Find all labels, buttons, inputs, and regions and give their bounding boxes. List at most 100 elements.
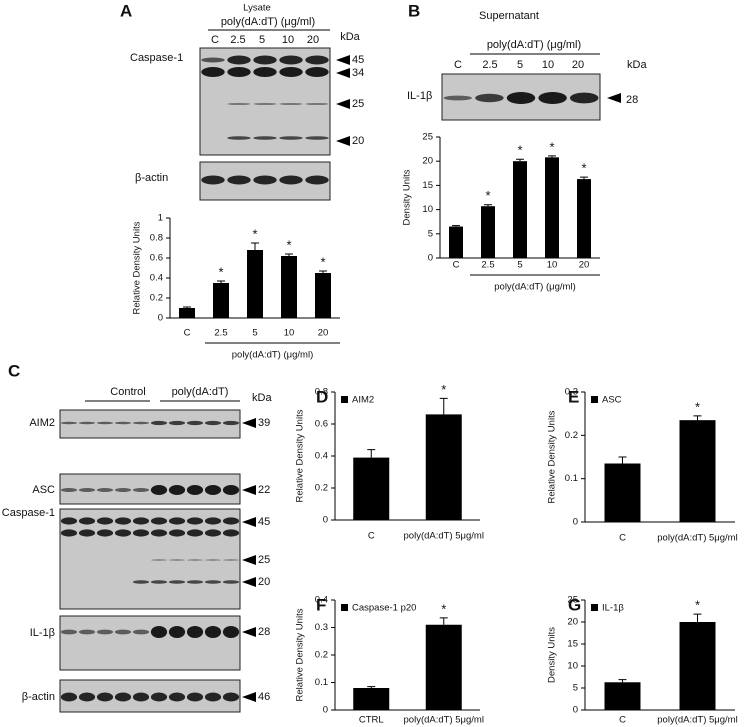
kda-marker: 20 (258, 576, 270, 588)
y-tick-label: 10 (567, 661, 578, 672)
x-axis-label: poly(dA:dT) (μg/ml) (494, 282, 576, 293)
band (186, 559, 204, 561)
band (60, 421, 78, 425)
bar (679, 420, 716, 522)
band (227, 55, 251, 65)
error-bar (452, 225, 460, 227)
band (305, 175, 329, 185)
lane-label: 2.5 (482, 59, 497, 71)
x-tick-label: 5 (517, 260, 522, 271)
band (227, 103, 251, 105)
band (60, 692, 78, 702)
band (114, 692, 132, 702)
band (168, 420, 186, 426)
error-bar (183, 306, 191, 308)
band (204, 692, 222, 702)
legend-swatch (341, 396, 348, 403)
band (78, 517, 96, 525)
row-label: Caspase-1 (130, 52, 183, 64)
significance: * (695, 399, 700, 414)
band (538, 92, 567, 104)
arrow (242, 627, 256, 637)
error-bar (439, 617, 448, 625)
band (114, 529, 132, 537)
y-tick-label: 0.3 (565, 387, 578, 398)
blot (59, 615, 241, 671)
kda-marker: 39 (258, 417, 270, 429)
label: poly(dA:dT) (μg/ml) (487, 39, 581, 51)
bar (481, 206, 495, 258)
y-tick-label: 0 (323, 705, 328, 716)
error-bar (693, 613, 702, 622)
band (96, 692, 114, 702)
label: Control (110, 386, 145, 398)
bar (315, 273, 331, 318)
label: kDa (340, 31, 360, 43)
y-axis-label: Density Units (547, 627, 558, 683)
y-tick-label: 0.1 (315, 677, 328, 688)
y-tick-label: 5 (573, 683, 578, 694)
y-tick-label: 15 (567, 639, 578, 650)
y-axis-label: Relative Density Units (295, 409, 306, 502)
band (222, 529, 240, 537)
error-bar (367, 686, 376, 688)
x-tick-label: poly(dA:dT) 5μg/ml (404, 715, 484, 726)
y-tick-label: 0.4 (315, 451, 328, 462)
row-label: IL-1β (30, 627, 55, 639)
kda-marker: 45 (352, 54, 364, 66)
y-tick-label: 0.6 (150, 253, 163, 264)
band (132, 629, 150, 635)
error-bar (548, 155, 556, 158)
lane-label: 20 (572, 59, 584, 71)
x-tick-label: 5 (252, 328, 257, 339)
arrow (607, 93, 621, 103)
label: kDa (252, 392, 272, 404)
significance: * (695, 598, 700, 613)
band (227, 175, 251, 185)
band (279, 136, 303, 140)
band (227, 67, 251, 77)
band (222, 559, 240, 561)
x-tick-label: 20 (318, 328, 329, 339)
band (204, 580, 222, 584)
error-bar (367, 449, 376, 458)
band (222, 420, 240, 426)
arrow (242, 485, 256, 495)
band (222, 485, 240, 495)
band (150, 580, 168, 584)
row-label: β-actin (135, 172, 168, 184)
band (204, 626, 222, 638)
y-tick-label: 0.6 (315, 419, 328, 430)
arrow (242, 577, 256, 587)
error-bar (580, 176, 588, 180)
band (96, 488, 114, 492)
band (305, 136, 329, 140)
band (96, 529, 114, 537)
error-bar (484, 204, 492, 207)
legend-swatch (591, 604, 598, 611)
band (114, 629, 132, 635)
error-bar (285, 253, 293, 256)
bar (513, 161, 527, 258)
label: kDa (627, 59, 647, 71)
y-tick-label: 15 (422, 180, 433, 191)
x-tick-label: CTRL (359, 715, 384, 726)
band (168, 529, 186, 537)
arrow (336, 68, 350, 78)
kda-marker: 25 (352, 98, 364, 110)
x-tick-label: 10 (547, 260, 558, 271)
x-tick-label: 10 (284, 328, 295, 339)
band (150, 559, 168, 561)
label: poly(dA:dT) (μg/ml) (221, 16, 315, 28)
bar (281, 256, 297, 318)
band (201, 67, 225, 77)
significance: * (441, 382, 446, 397)
significance: * (218, 264, 223, 279)
legend-label: AIM2 (352, 395, 374, 406)
error-bar (319, 270, 327, 273)
row-label: β-actin (22, 691, 55, 703)
kda-marker: 34 (352, 67, 364, 79)
y-tick-label: 0.2 (315, 650, 328, 661)
band (253, 55, 277, 65)
band (279, 55, 303, 65)
